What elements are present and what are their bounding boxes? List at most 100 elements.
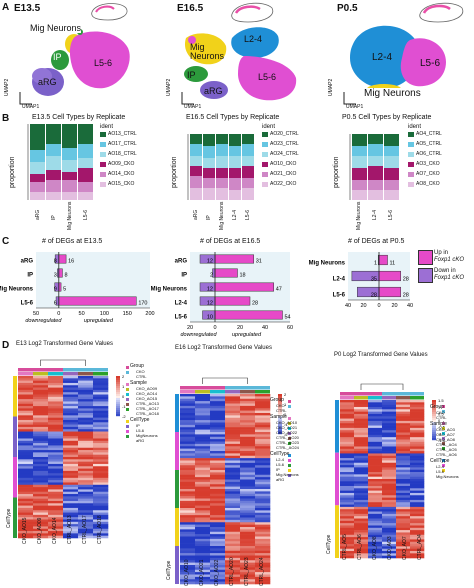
hm-cell [340,492,355,496]
hm-cell [225,424,241,428]
hm-cell [210,413,226,416]
hm-col-label: CTRL_AO24 [259,557,265,586]
hm-cell [396,546,411,550]
hm-cell [340,448,355,452]
hm-cell [180,496,196,499]
hm-cell [93,531,109,534]
hm-cell [255,439,271,442]
hm-cell [382,551,397,554]
hm-cell [354,462,369,466]
hm-cell [382,548,397,552]
hm-cell [354,418,369,422]
hm-cell [210,424,226,428]
hm-cell [340,523,355,526]
hm-cell [93,387,109,391]
hm-cell [368,492,383,496]
hm-legend-item: L2-4 [436,464,445,469]
proportion-charts [27,124,414,200]
hm-cell [340,472,355,475]
hm-cell [340,430,355,433]
hm-legend-item: aRG [136,438,145,443]
hm-cell [410,451,425,454]
hm-cell [225,474,241,478]
hm-cell [210,498,226,502]
hm-cell [255,477,271,480]
hm-cell [255,398,271,402]
hm-cell [368,502,383,505]
hm-cell [255,470,271,473]
hm-cell [382,497,397,501]
hm-cell [63,466,79,469]
hm-cell [210,579,226,582]
hm-cell [93,406,109,409]
hm-cell [180,491,196,495]
hm-cell [240,479,256,483]
hm-cell [18,470,34,474]
hm-cell [368,513,383,517]
hm-cell [410,511,425,515]
hm-cell [354,516,369,519]
hm-cell [63,445,79,449]
hm-cell [368,451,383,454]
hm-cell [368,425,383,429]
hm-cell [225,555,241,559]
hm-cell [195,446,211,449]
hm-cell [340,490,355,494]
hm-cell [93,477,109,481]
hm-cell [210,517,226,521]
hm-cell [180,481,196,485]
hm-cell [210,527,226,530]
hm-legend-item: IP [136,423,140,428]
hm-cell [210,410,226,414]
hm-cell [255,448,271,452]
hm-cell [340,497,355,501]
prop-legend-item: AO7_CKO [416,171,440,177]
hm-scale-label: 0 [438,418,441,423]
hm-cell [210,565,226,568]
hm-cell [240,493,256,497]
hm-cell [33,385,49,388]
hm-cell [368,488,383,491]
hm-cell [340,476,355,480]
hm-cell [382,481,397,484]
hm-legend-item: CKO_AO15 [136,396,158,401]
hm-legend-item: CKO_AO21 [276,425,298,430]
hm-cell [225,429,241,433]
hm-cell [78,450,94,453]
hm-cell [225,553,241,556]
hm-cell [240,470,256,473]
hm-cell [180,470,196,473]
hm-cell [340,439,355,443]
hm-cell [195,448,211,452]
hm-cell [180,441,196,445]
hm-group-annot [368,392,382,396]
hm-cell [225,505,241,509]
hm-cell [33,408,49,412]
hm-cell [340,404,355,408]
hm-cell [63,512,79,516]
hm-cell [18,535,34,539]
hm-cell [382,472,397,475]
hm-cell [410,488,425,491]
hm-cell [33,378,49,381]
hm-cell [382,427,397,431]
hm-cell [195,529,211,533]
hm-cell [195,534,211,537]
hm-cell [340,400,355,403]
hm-cell [340,532,355,536]
hm-cell [225,396,241,400]
hm-cell [195,424,211,428]
hm-scale-swatch [432,412,436,415]
hm-cell [33,410,49,414]
hm-legend-swatch [442,442,445,445]
hm-cell [78,500,94,504]
hm-cell [33,394,49,398]
hm-cell [180,467,196,471]
hm-cell [93,484,109,488]
hm-cell [48,494,64,497]
hm-sample-annot [48,372,63,376]
hm-group-annot [33,368,48,372]
hm-cell [368,532,383,536]
hm-cell [78,496,94,499]
hm-cell [368,430,383,433]
